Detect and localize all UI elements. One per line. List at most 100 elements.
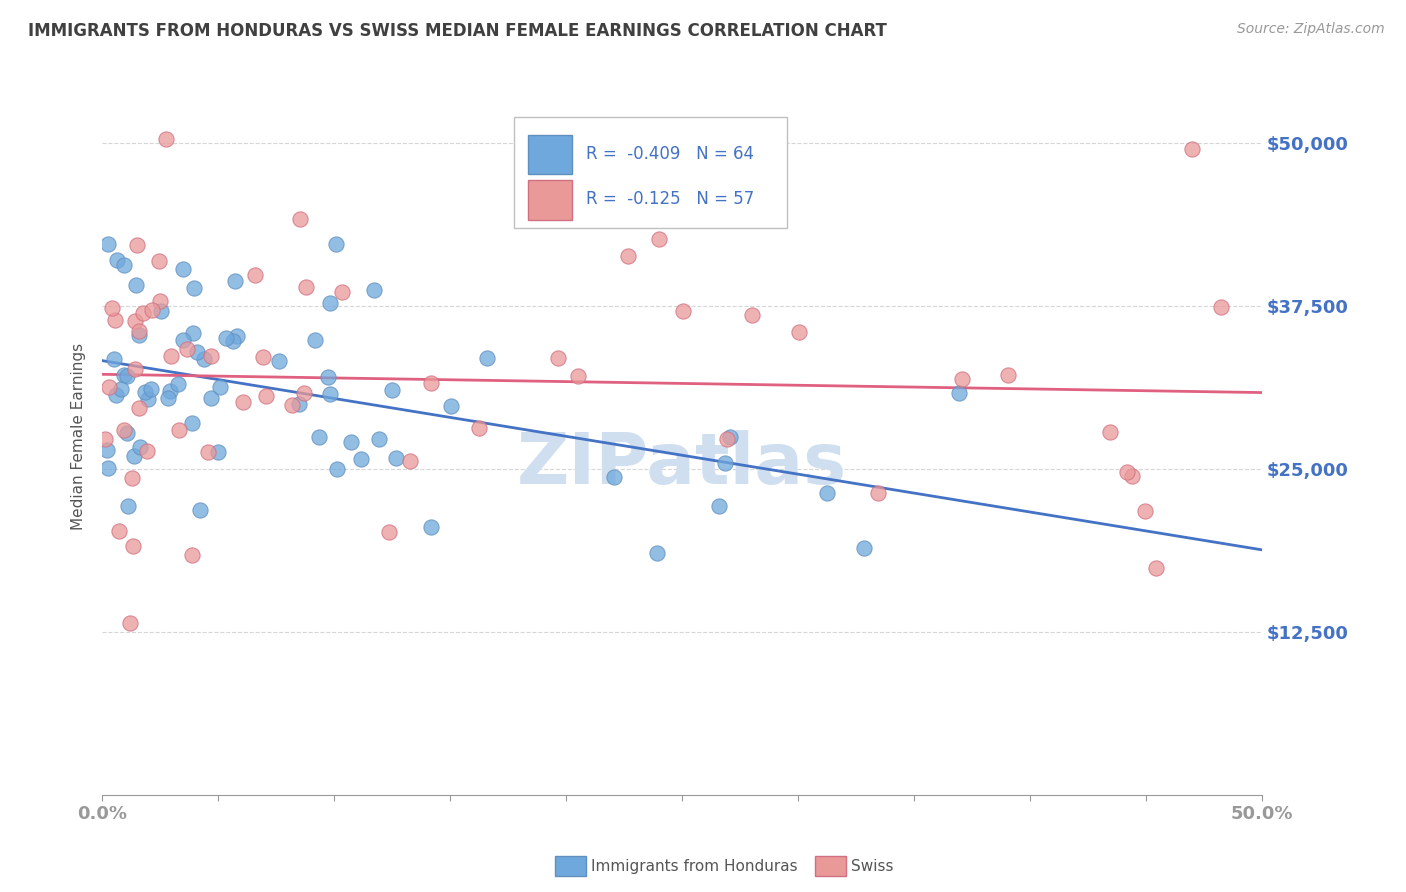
Point	[252, 350, 274, 364]
Point	[741, 308, 763, 322]
Point	[112, 368, 135, 383]
Point	[367, 432, 389, 446]
Point	[155, 132, 177, 146]
FancyBboxPatch shape	[527, 135, 572, 174]
FancyBboxPatch shape	[527, 180, 572, 219]
Point	[128, 324, 150, 338]
Point	[181, 326, 204, 340]
Point	[267, 354, 290, 368]
Point	[363, 283, 385, 297]
Point	[97, 236, 120, 251]
Point	[108, 524, 131, 538]
Point	[125, 237, 148, 252]
Point	[114, 258, 136, 272]
Point	[125, 278, 148, 293]
Point	[232, 395, 254, 409]
Point	[713, 457, 735, 471]
Point	[399, 454, 422, 468]
Point	[128, 328, 150, 343]
Point	[141, 302, 163, 317]
Point	[188, 502, 211, 516]
Point	[208, 379, 231, 393]
Point	[112, 423, 135, 437]
Point	[169, 423, 191, 437]
Point	[172, 333, 194, 347]
Point	[245, 268, 267, 282]
Point	[105, 387, 128, 401]
Point	[292, 386, 315, 401]
Point	[181, 416, 204, 430]
Point	[718, 430, 741, 444]
Text: ZIPatlas: ZIPatlas	[517, 431, 848, 500]
Point	[948, 386, 970, 401]
Point	[149, 304, 172, 318]
Point	[1099, 425, 1122, 439]
Point	[183, 281, 205, 295]
Point	[787, 326, 810, 340]
Point	[326, 462, 349, 476]
Point	[475, 351, 498, 365]
Point	[1144, 561, 1167, 575]
Text: Swiss: Swiss	[851, 859, 893, 873]
Point	[160, 349, 183, 363]
Point	[468, 421, 491, 435]
Point	[616, 249, 638, 263]
Point	[97, 461, 120, 475]
Point	[97, 380, 120, 394]
Point	[645, 546, 668, 560]
Point	[308, 430, 330, 444]
Point	[136, 392, 159, 406]
Point	[172, 262, 194, 277]
Point	[997, 368, 1019, 382]
Text: R =  -0.125   N = 57: R = -0.125 N = 57	[586, 190, 754, 209]
Point	[132, 306, 155, 320]
Point	[222, 334, 245, 348]
Point	[124, 314, 146, 328]
Point	[186, 344, 208, 359]
Point	[121, 539, 143, 553]
Point	[225, 329, 247, 343]
Point	[115, 369, 138, 384]
Point	[254, 388, 277, 402]
Point	[385, 451, 408, 466]
Point	[200, 391, 222, 405]
Point	[124, 361, 146, 376]
Point	[420, 376, 443, 391]
Point	[1116, 466, 1139, 480]
Point	[207, 444, 229, 458]
Point	[815, 486, 838, 500]
Text: Source: ZipAtlas.com: Source: ZipAtlas.com	[1237, 22, 1385, 37]
Point	[868, 486, 890, 500]
Text: Immigrants from Honduras: Immigrants from Honduras	[591, 859, 797, 873]
Point	[215, 331, 238, 345]
FancyBboxPatch shape	[515, 117, 786, 228]
Point	[110, 383, 132, 397]
Point	[318, 296, 340, 310]
Point	[648, 232, 671, 246]
Point	[672, 304, 695, 318]
Point	[440, 399, 463, 413]
Point	[139, 382, 162, 396]
Point	[94, 432, 117, 446]
Text: R =  -0.409   N = 64: R = -0.409 N = 64	[586, 145, 754, 163]
Point	[148, 293, 170, 308]
Point	[295, 280, 318, 294]
Point	[330, 285, 353, 299]
Point	[135, 444, 157, 458]
Point	[304, 334, 326, 348]
Point	[1211, 300, 1233, 314]
Point	[118, 616, 141, 631]
Point	[159, 384, 181, 398]
Point	[567, 368, 589, 383]
Point	[104, 313, 127, 327]
Point	[716, 433, 738, 447]
Point	[121, 471, 143, 485]
Point	[1121, 468, 1143, 483]
Point	[1181, 142, 1204, 156]
Point	[193, 352, 215, 367]
Point	[281, 399, 304, 413]
Point	[381, 383, 404, 397]
Point	[547, 351, 569, 366]
Point	[115, 425, 138, 440]
Point	[96, 443, 118, 458]
